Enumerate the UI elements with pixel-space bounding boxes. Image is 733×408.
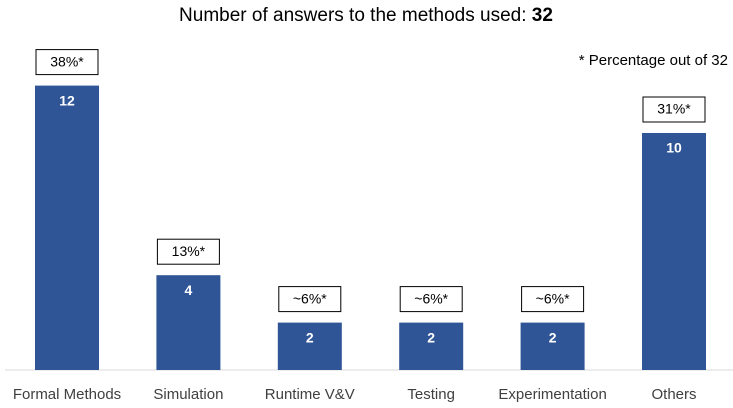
- percent-label: ~6%*: [414, 290, 448, 306]
- x-tick-label: Experimentation: [498, 386, 606, 403]
- value-label: 2: [549, 329, 557, 345]
- x-tick-label: Formal Methods: [13, 386, 121, 403]
- x-tick-label: Simulation: [153, 386, 223, 403]
- bar: [399, 322, 464, 370]
- value-label: 10: [666, 140, 682, 156]
- chart-title: Number of answers to the methods used: 3…: [179, 5, 553, 26]
- x-tick-label: Others: [651, 386, 696, 403]
- percent-label: 38%*: [50, 53, 84, 69]
- percent-box: [35, 49, 99, 76]
- percent-label: 13%*: [172, 243, 206, 259]
- percent-label: ~6%*: [536, 290, 570, 306]
- percent-box: [399, 286, 463, 313]
- x-tick-label: Testing: [407, 386, 455, 403]
- percent-box: [156, 238, 220, 265]
- value-label: 4: [185, 282, 193, 298]
- value-label: 12: [59, 92, 75, 108]
- percent-box: [642, 96, 706, 123]
- annotation: * Percentage out of 32: [579, 52, 728, 69]
- percent-label: ~6%*: [293, 290, 327, 306]
- value-label: 2: [306, 329, 314, 345]
- bar: [277, 322, 342, 370]
- bar: [520, 322, 585, 370]
- percent-box: [278, 286, 342, 313]
- x-tick-label: Runtime V&V: [265, 386, 355, 403]
- percent-box: [521, 286, 585, 313]
- value-label: 2: [427, 329, 435, 345]
- bar: [642, 133, 706, 370]
- percent-label: 31%*: [657, 101, 691, 117]
- chart-total: 32: [532, 5, 553, 26]
- bar: [156, 275, 221, 370]
- chart-title-text: Number of answers to the methods used:: [179, 5, 526, 26]
- bar: [35, 85, 99, 370]
